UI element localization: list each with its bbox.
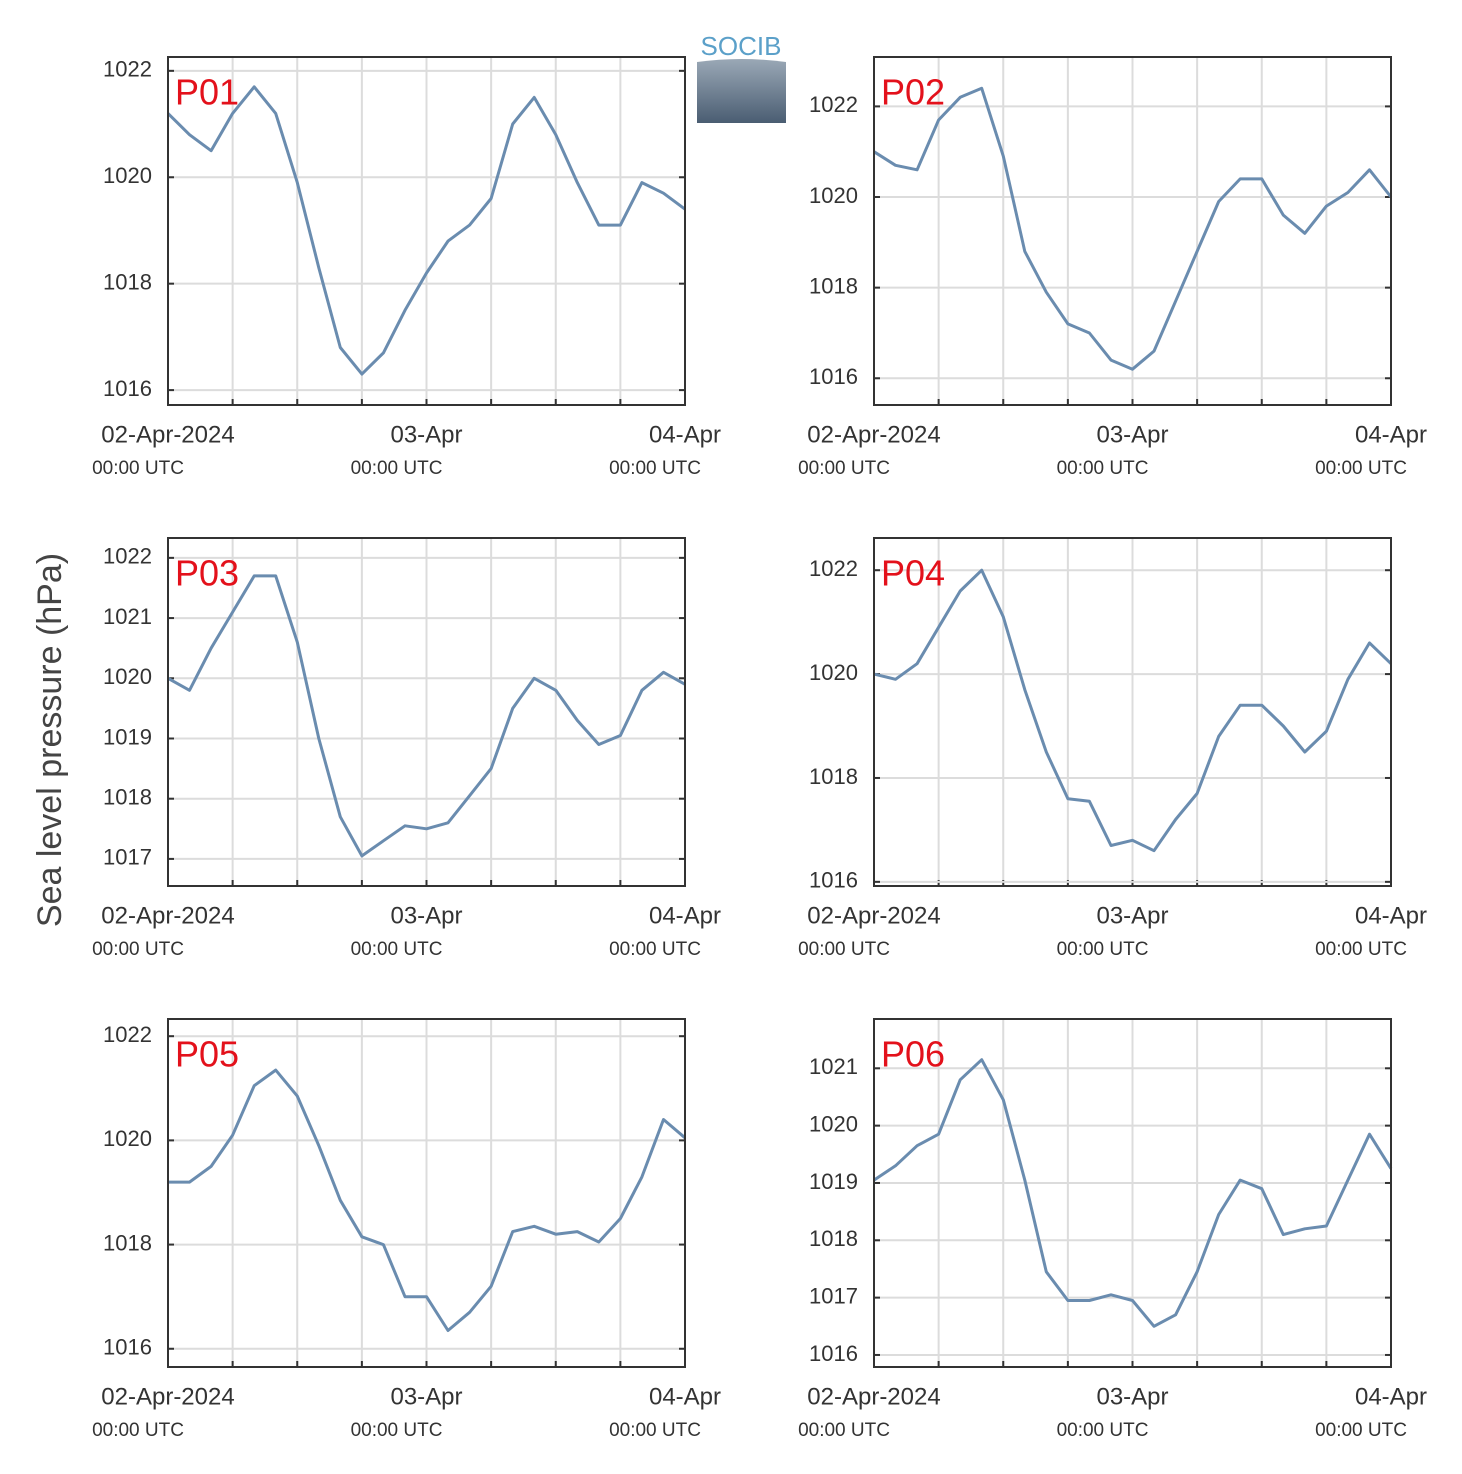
y-tick-label: 1017 xyxy=(103,845,152,870)
y-tick-label: 1020 xyxy=(809,183,858,208)
x-tick-note: 00:00 UTC xyxy=(92,939,184,960)
x-tick-label: 02-Apr-2024 xyxy=(101,1383,234,1410)
y-tick-label: 1020 xyxy=(103,664,152,689)
x-tick-label: 02-Apr-2024 xyxy=(101,902,234,929)
data-line xyxy=(873,568,1393,853)
x-tick-label: 04-Apr xyxy=(1355,1383,1427,1410)
y-tick-label: 1020 xyxy=(103,1126,152,1151)
x-tick-note: 00:00 UTC xyxy=(1315,1420,1407,1441)
y-tick-label: 1022 xyxy=(103,544,152,569)
x-tick-label: 02-Apr-2024 xyxy=(807,421,940,448)
x-tick-note: 00:00 UTC xyxy=(1315,939,1407,960)
y-tick-label: 1016 xyxy=(103,1335,152,1360)
panel: 1016 1018 1020 1022 02-Apr-2024 00:00 UTC 03-A… xyxy=(798,537,1427,960)
panel-label: P05 xyxy=(175,1034,239,1075)
y-tick-label: 1016 xyxy=(103,376,152,401)
x-tick-note: 00:00 UTC xyxy=(351,1420,443,1441)
x-tick-note: 00:00 UTC xyxy=(609,1420,701,1441)
y-tick-label: 1021 xyxy=(103,604,152,629)
y-tick-label: 1019 xyxy=(103,724,152,749)
panel-label: P06 xyxy=(881,1034,945,1075)
x-tick-label: 04-Apr xyxy=(649,1383,721,1410)
data-line xyxy=(166,85,686,376)
data-line xyxy=(167,574,686,858)
data-line xyxy=(168,1068,686,1332)
x-tick-note: 00:00 UTC xyxy=(92,458,184,479)
plot-frame xyxy=(873,537,1392,887)
logo-text: SOCIB xyxy=(701,31,782,61)
panel-label: P04 xyxy=(881,553,945,594)
panel: 1016 1017 1018 1019 1020 1021 02-Apr-2024 00:00… xyxy=(798,1018,1427,1441)
plot-frame xyxy=(167,56,686,406)
y-tick-label: 1022 xyxy=(809,556,858,581)
logo: SOCIB xyxy=(697,31,786,123)
y-tick-label: 1020 xyxy=(103,163,152,188)
x-tick-label: 03-Apr xyxy=(1096,1383,1168,1410)
x-tick-note: 00:00 UTC xyxy=(798,1420,890,1441)
x-tick-note: 00:00 UTC xyxy=(92,1420,184,1441)
x-tick-note: 00:00 UTC xyxy=(609,458,701,479)
y-tick-label: 1022 xyxy=(103,1022,152,1047)
plot-frame xyxy=(167,537,686,887)
x-tick-label: 02-Apr-2024 xyxy=(807,902,940,929)
y-tick-label: 1022 xyxy=(809,92,858,117)
x-tick-label: 04-Apr xyxy=(1355,421,1427,448)
y-tick-label: 1016 xyxy=(809,868,858,893)
y-tick-label: 1017 xyxy=(809,1283,858,1308)
y-tick-label: 1018 xyxy=(103,1230,152,1255)
plot-frame xyxy=(873,1018,1392,1368)
panel-label: P03 xyxy=(175,553,239,594)
y-tick-label: 1020 xyxy=(809,660,858,685)
x-tick-label: 03-Apr xyxy=(1096,902,1168,929)
x-tick-label: 03-Apr xyxy=(1096,421,1168,448)
y-tick-label: 1021 xyxy=(809,1054,858,1079)
data-line xyxy=(873,1058,1393,1328)
x-tick-note: 00:00 UTC xyxy=(609,939,701,960)
x-tick-note: 00:00 UTC xyxy=(1057,1420,1149,1441)
panel: 1016 1018 1020 1022 02-Apr-2024 00:00 UTC 03-A… xyxy=(798,56,1427,479)
x-tick-note: 00:00 UTC xyxy=(351,458,443,479)
x-tick-label: 03-Apr xyxy=(390,421,462,448)
y-tick-label: 1018 xyxy=(809,1226,858,1251)
y-tick-label: 1018 xyxy=(809,273,858,298)
plot-frame xyxy=(167,1018,686,1368)
panel-label: P01 xyxy=(175,72,239,113)
x-tick-note: 00:00 UTC xyxy=(1057,939,1149,960)
x-tick-label: 04-Apr xyxy=(649,421,721,448)
panel-label: P02 xyxy=(881,72,945,113)
y-tick-label: 1018 xyxy=(809,764,858,789)
x-tick-note: 00:00 UTC xyxy=(351,939,443,960)
panel: 1016 1018 1020 1022 02-Apr-2024 00:00 UTC 03-A… xyxy=(92,1018,721,1441)
y-tick-label: 1016 xyxy=(809,1341,858,1366)
x-tick-note: 00:00 UTC xyxy=(1057,458,1149,479)
x-tick-note: 00:00 UTC xyxy=(798,939,890,960)
y-tick-label: 1020 xyxy=(809,1111,858,1136)
panel: 1017 1018 1019 1020 1021 1022 02-Apr-2024 00:00… xyxy=(92,537,721,960)
x-tick-label: 04-Apr xyxy=(1355,902,1427,929)
data-line xyxy=(873,86,1393,371)
plot-frame xyxy=(873,56,1392,406)
x-tick-label: 02-Apr-2024 xyxy=(101,421,234,448)
y-axis-label: Sea level pressure (hPa) xyxy=(31,553,69,927)
x-tick-note: 00:00 UTC xyxy=(798,458,890,479)
x-tick-label: 02-Apr-2024 xyxy=(807,1383,940,1410)
x-tick-label: 03-Apr xyxy=(390,902,462,929)
logo-graphic xyxy=(697,59,786,123)
x-tick-label: 04-Apr xyxy=(649,902,721,929)
y-tick-label: 1022 xyxy=(103,57,152,82)
x-tick-note: 00:00 UTC xyxy=(1315,458,1407,479)
y-tick-label: 1019 xyxy=(809,1169,858,1194)
y-tick-label: 1018 xyxy=(103,269,152,294)
y-tick-label: 1018 xyxy=(103,785,152,810)
x-tick-label: 03-Apr xyxy=(390,1383,462,1410)
panel: 1016 1018 1020 1022 02-Apr-2024 00:00 UTC 03-A… xyxy=(92,56,721,479)
y-tick-label: 1016 xyxy=(809,364,858,389)
